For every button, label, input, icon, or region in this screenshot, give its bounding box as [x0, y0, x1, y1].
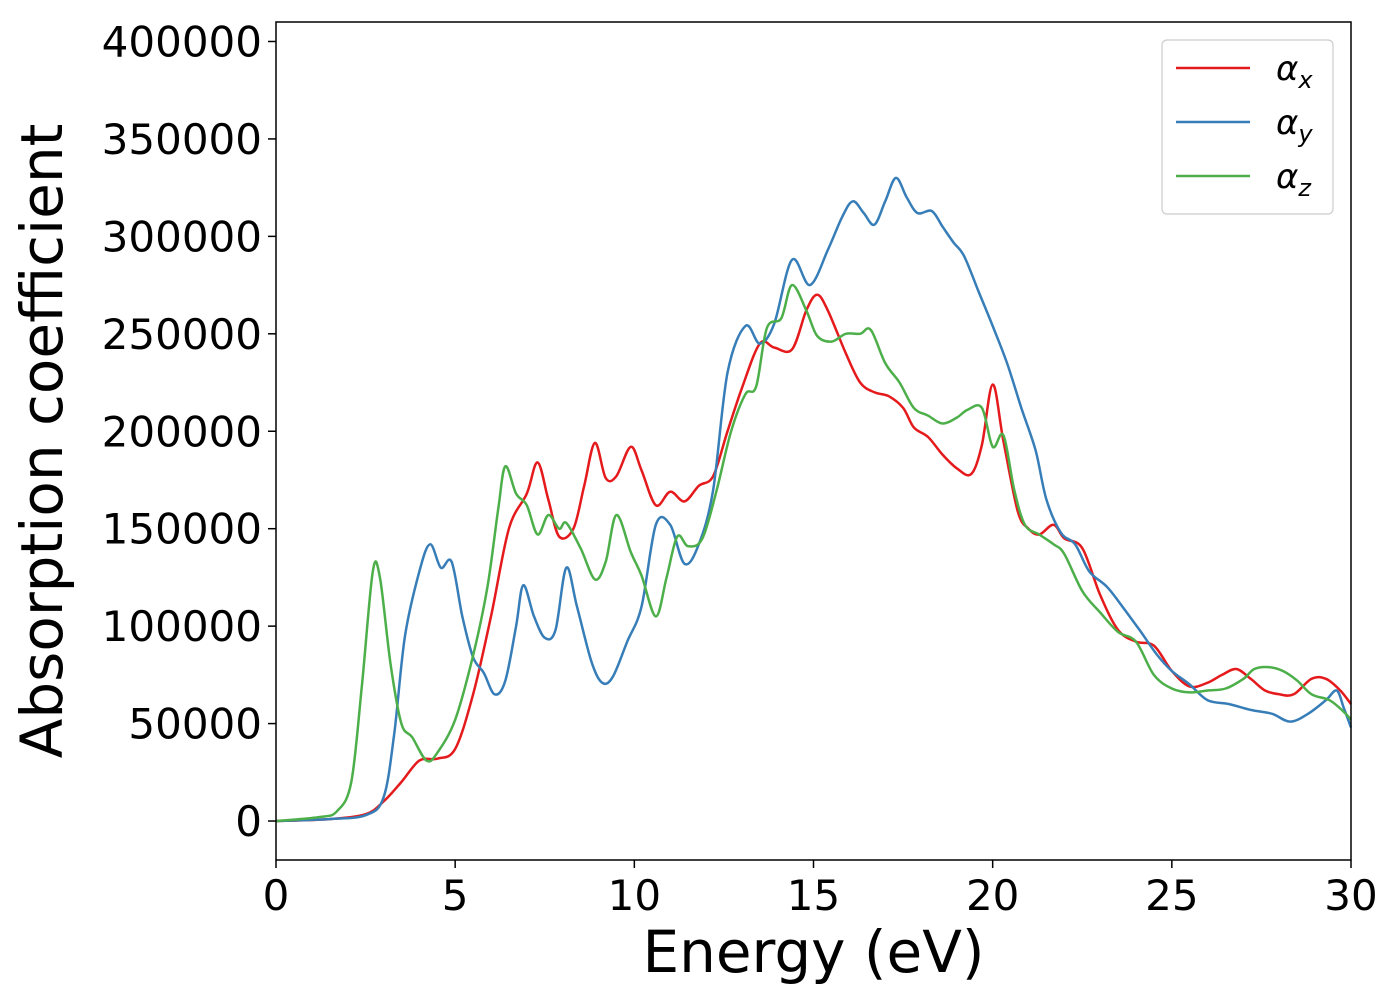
y-tick-label: 200000	[102, 407, 262, 456]
x-tick-label: 15	[787, 871, 840, 920]
y-tick-label: 400000	[102, 17, 262, 66]
y-tick-label: 350000	[102, 115, 262, 164]
x-tick-label: 25	[1145, 871, 1198, 920]
x-tick-label: 30	[1324, 871, 1377, 920]
legend-label-x: αx	[1276, 49, 1313, 94]
y-tick-label: 250000	[102, 310, 262, 359]
series-line-z	[275, 283, 1352, 823]
y-tick-label: 100000	[102, 602, 262, 651]
x-tick-label: 20	[966, 871, 1019, 920]
y-tick-label: 0	[235, 797, 262, 846]
legend-label-z: αz	[1276, 157, 1312, 202]
legend: αx αy αz	[1161, 39, 1334, 215]
y-axis-title: Absorption coefficient	[8, 124, 76, 759]
y-tick-label: 50000	[128, 700, 262, 749]
legend-label-y: αy	[1276, 103, 1313, 148]
x-tick-label: 5	[442, 871, 469, 920]
y-axis-ticks: 0 50000 100000 150000 200000 250000 300000 3500…	[102, 17, 276, 846]
x-tick-label: 0	[263, 871, 290, 920]
legend-items: αx αy αz	[1176, 49, 1313, 202]
y-tick-label: 300000	[102, 212, 262, 261]
y-tick-label: 150000	[102, 505, 262, 554]
x-axis-title: Energy (eV)	[642, 918, 984, 986]
series-line-y	[275, 176, 1353, 823]
x-axis-ticks: 0 5 10 15 20 25 30	[263, 860, 1378, 920]
legend-box	[1161, 39, 1334, 215]
series-layer	[275, 176, 1353, 823]
x-tick-label: 10	[608, 871, 661, 920]
